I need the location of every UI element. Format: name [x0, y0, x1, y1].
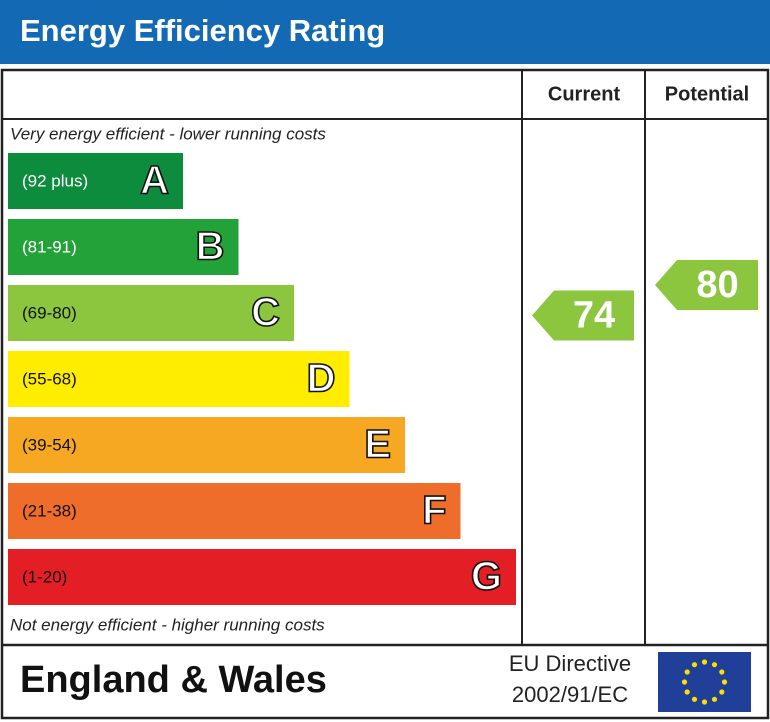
band-range: (69-80): [22, 303, 77, 322]
band: [8, 483, 461, 539]
band-letter: A: [140, 159, 169, 203]
column-header: Potential: [665, 83, 749, 105]
band: [8, 351, 350, 407]
star: [691, 696, 698, 702]
frame: [0, 68, 770, 720]
band: [8, 417, 405, 473]
title-bar: [0, 0, 770, 64]
band-range: (81-91): [22, 237, 77, 256]
column-header: Current: [548, 83, 621, 105]
band-letter: D: [307, 357, 336, 401]
star: [684, 689, 690, 695]
band-letter: F: [422, 489, 446, 533]
star: [681, 679, 688, 685]
rating-arrow: [532, 290, 634, 341]
rating-value: 74: [573, 295, 615, 337]
rating-value: 80: [696, 264, 738, 306]
star: [711, 662, 718, 668]
eu-stars: [681, 659, 728, 705]
band: [8, 285, 294, 341]
rating-arrow: [655, 260, 758, 310]
star: [701, 659, 708, 665]
star: [711, 696, 718, 702]
top-note: Very energy efficient - lower running co…: [10, 124, 326, 143]
band-letter: C: [251, 291, 280, 335]
bottom-note: Not energy efficient - higher running co…: [10, 615, 325, 634]
band-letter: G: [471, 555, 502, 599]
band-range: (39-54): [22, 435, 77, 454]
star: [719, 689, 725, 695]
star: [721, 679, 728, 685]
band-range: (92 plus): [22, 171, 88, 190]
directive: 2002/91/EC: [512, 682, 628, 707]
region: England & Wales: [20, 659, 327, 701]
band-letter: E: [364, 423, 391, 467]
star: [691, 662, 698, 668]
title: Energy Efficiency Rating: [20, 13, 385, 48]
band-range: (21-38): [22, 501, 77, 520]
band: [8, 549, 516, 605]
star: [719, 669, 725, 675]
directive: EU Directive: [509, 651, 631, 676]
band: [8, 219, 239, 275]
star: [701, 699, 708, 705]
star: [684, 669, 690, 675]
band-letter: B: [196, 225, 225, 269]
band-range: (1-20): [22, 567, 67, 586]
band-range: (55-68): [22, 369, 77, 388]
band: [8, 153, 183, 209]
